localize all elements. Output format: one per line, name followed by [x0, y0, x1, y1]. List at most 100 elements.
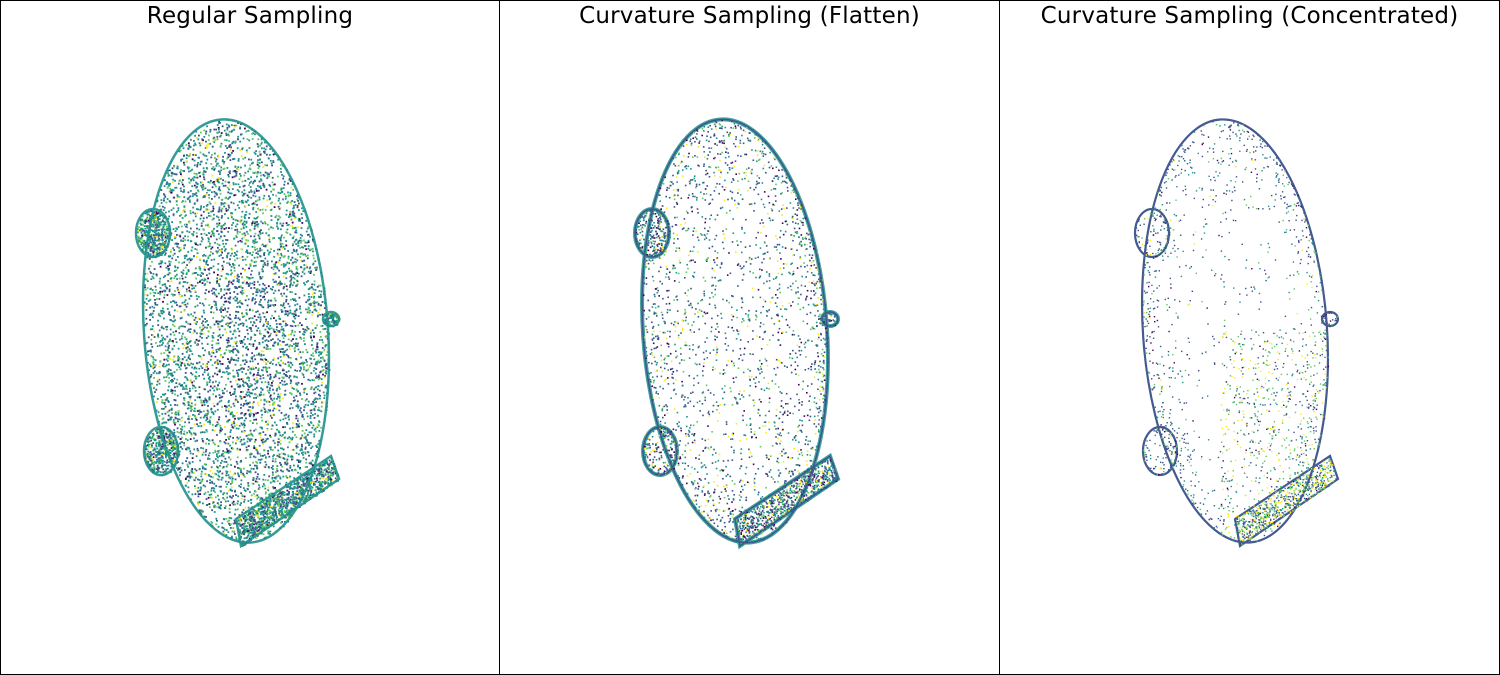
- sample-point: [223, 202, 226, 204]
- sample-point: [151, 437, 153, 440]
- sample-point: [264, 244, 267, 247]
- sample-point: [150, 225, 153, 227]
- sample-point: [225, 383, 227, 386]
- sample-point: [287, 257, 290, 260]
- sample-point: [278, 388, 281, 390]
- sample-point: [164, 285, 167, 288]
- sample-point: [161, 393, 164, 396]
- sample-point: [316, 479, 319, 482]
- sample-point: [254, 480, 257, 483]
- sample-point: [221, 159, 224, 161]
- sample-point: [198, 265, 201, 268]
- sample-point: [247, 434, 250, 436]
- sample-point: [166, 237, 168, 240]
- sample-point: [158, 224, 161, 226]
- sample-point: [154, 292, 157, 294]
- sample-point: [299, 407, 302, 410]
- sample-point: [210, 355, 213, 358]
- sample-point: [291, 449, 294, 451]
- sample-point: [179, 471, 182, 474]
- sample-point: [248, 139, 251, 142]
- sample-point: [224, 480, 227, 483]
- sample-point: [207, 324, 209, 326]
- sample-point: [157, 469, 159, 471]
- sample-point: [146, 256, 149, 259]
- sample-point: [153, 306, 156, 309]
- sample-point: [185, 144, 188, 146]
- sample-point: [263, 184, 266, 187]
- sample-point: [220, 142, 223, 145]
- sample-point: [248, 433, 251, 436]
- sample-point: [221, 522, 224, 525]
- sample-point: [245, 530, 248, 532]
- sample-point: [248, 526, 251, 529]
- sample-point: [167, 172, 169, 175]
- sample-point: [238, 475, 240, 478]
- sample-point: [248, 184, 250, 186]
- sample-point: [155, 217, 157, 220]
- sample-point: [264, 340, 267, 342]
- sample-point: [278, 431, 280, 433]
- sample-point: [183, 244, 186, 247]
- sample-point: [165, 232, 168, 235]
- sample-point: [208, 245, 211, 248]
- sample-point: [245, 435, 248, 437]
- sample-point: [162, 242, 165, 245]
- sample-point: [151, 325, 154, 328]
- sample-point: [233, 358, 235, 361]
- sample-point: [267, 340, 270, 343]
- sample-point: [313, 379, 316, 382]
- sample-point: [158, 218, 161, 220]
- sample-point: [322, 464, 325, 466]
- sample-point: [249, 186, 252, 188]
- sample-point: [327, 479, 330, 482]
- sample-point: [310, 447, 312, 449]
- sample-point: [218, 507, 221, 509]
- sample-point: [220, 399, 223, 402]
- sample-point: [194, 134, 196, 137]
- sample-point: [170, 232, 173, 235]
- sample-point: [229, 351, 231, 354]
- sample-point: [162, 336, 165, 339]
- sample-point: [171, 381, 173, 383]
- sample-point: [256, 422, 258, 425]
- sample-point: [250, 328, 252, 330]
- sample-point: [243, 315, 246, 318]
- sample-point: [274, 434, 277, 437]
- sample-point: [316, 425, 318, 428]
- sample-point: [200, 184, 202, 187]
- sample-point: [241, 396, 244, 399]
- sample-point: [282, 187, 285, 189]
- sample-point: [295, 250, 298, 253]
- sample-point: [205, 144, 208, 147]
- sample-point: [312, 355, 315, 357]
- sample-point: [230, 486, 233, 489]
- sample-point: [228, 341, 230, 343]
- sample-point: [195, 277, 197, 280]
- sample-point: [286, 224, 289, 227]
- sample-point: [213, 258, 216, 261]
- sample-point: [171, 412, 173, 414]
- sample-point: [246, 346, 248, 348]
- sample-point: [242, 367, 245, 370]
- sample-point: [230, 273, 232, 276]
- sample-point: [208, 151, 210, 154]
- sample-point: [256, 288, 259, 290]
- sample-point: [310, 479, 313, 482]
- sample-point: [193, 472, 195, 474]
- sample-point: [285, 493, 288, 496]
- sample-point: [270, 317, 272, 320]
- sample-point: [212, 460, 215, 463]
- sample-point: [258, 444, 261, 447]
- sample-point: [202, 373, 204, 376]
- sample-point: [239, 440, 242, 443]
- sample-point: [172, 380, 174, 382]
- sample-point: [233, 291, 236, 293]
- sample-point: [264, 466, 267, 468]
- sample-point: [233, 415, 236, 417]
- sample-point: [299, 485, 302, 488]
- sample-point: [292, 204, 295, 207]
- sample-point: [179, 305, 182, 308]
- sample-point: [209, 496, 212, 499]
- sample-point: [258, 237, 261, 240]
